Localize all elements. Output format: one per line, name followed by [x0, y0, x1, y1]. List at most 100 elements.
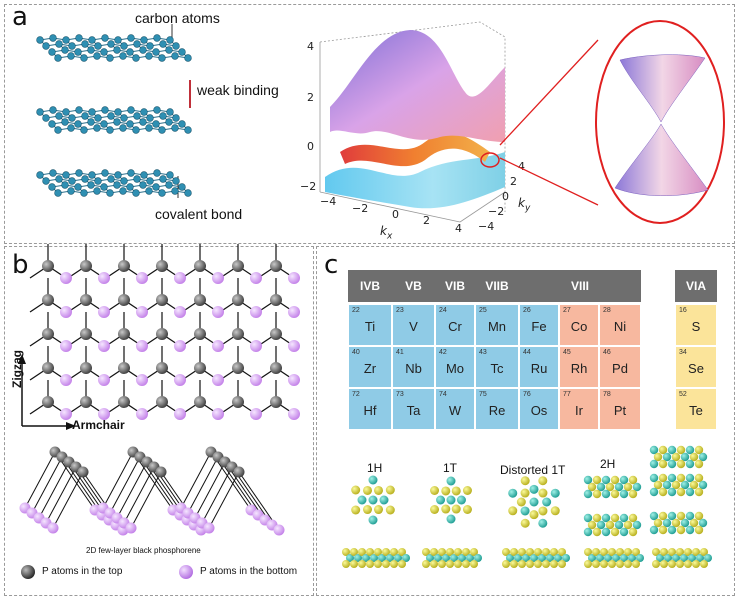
carbon-atom [132, 189, 140, 197]
metal-atom [667, 525, 677, 535]
phosphorus-atom-bottom [288, 340, 300, 352]
weak-binding-label: weak binding [197, 82, 279, 98]
chalcogen-atom [628, 475, 638, 485]
chalcogen-atom [624, 560, 632, 568]
phase-label-distorted-1t: Distorted 1T [500, 463, 566, 477]
chalcogen-atom [520, 518, 530, 528]
chalcogen-atom [430, 505, 440, 514]
metal-atom [562, 554, 570, 562]
chalcogen-atom [538, 476, 548, 486]
chalcogen-atom [694, 473, 704, 483]
carbon-atom [61, 46, 69, 54]
atomic-number: 25 [479, 307, 487, 314]
carbon-atom [42, 177, 50, 185]
atomic-number: 40 [352, 349, 360, 356]
chalcogen-atom [628, 489, 638, 499]
carbon-atom [120, 177, 128, 185]
chalcogen-atom [451, 504, 461, 514]
metal-atom [680, 518, 690, 528]
chalcogen-atom [623, 520, 633, 530]
carbon-atom [127, 169, 135, 177]
metal-atom [370, 554, 378, 562]
metal-atom [649, 459, 659, 469]
metal-atom [685, 511, 695, 521]
element-cell: 40 Zr [348, 346, 392, 388]
chalcogen-atom [623, 482, 633, 492]
chalcogen-atom [676, 560, 684, 568]
phosphorus-atom-bottom [136, 340, 148, 352]
phase-label-1h: 1H [367, 461, 383, 475]
phosphorus-atom-bottom [98, 340, 110, 352]
phosphorus-atom-bottom [174, 408, 186, 420]
carbon-atom [114, 36, 122, 44]
carbon-atom [159, 175, 167, 183]
z-tick-0: 0 [307, 140, 314, 153]
phosphorus-atom-top [232, 362, 244, 374]
chalcogen-atom [616, 560, 624, 568]
chalcogen-atom [526, 560, 534, 568]
phosphorus-atom-bottom [47, 522, 59, 534]
chalcogen-atom [438, 548, 446, 556]
carbon-atom [140, 171, 148, 179]
chalcogen-atom [658, 473, 668, 483]
carbon-atom [106, 189, 114, 197]
carbon-atom [68, 42, 76, 50]
metal-atom [685, 445, 695, 455]
panel-a [4, 4, 735, 244]
chalcogen-atom [350, 560, 358, 568]
chalcogen-atom [451, 486, 461, 496]
phosphorus-atom-bottom [212, 340, 224, 352]
group-header-vb: VB [392, 270, 435, 302]
phosphorus-atom-bottom [203, 522, 215, 534]
chalcogen-atom [694, 525, 704, 535]
element-symbol: Hf [363, 403, 377, 418]
chalcogen-atom [658, 511, 668, 521]
metal-atom [368, 495, 378, 505]
carbon-atom [61, 181, 69, 189]
phosphorus-atom-bottom [273, 524, 285, 536]
chalcogen-atom [542, 560, 550, 568]
atomic-number: 77 [563, 391, 571, 398]
phase-label-1t: 1T [443, 461, 458, 475]
metal-atom [402, 554, 410, 562]
metal-atom [386, 554, 394, 562]
metal-atom [596, 482, 606, 492]
carbon-atom [67, 52, 75, 60]
carbon-atom [114, 108, 122, 116]
chalcogen-atom [610, 527, 620, 537]
ky-tick-0: 0 [502, 190, 509, 203]
carbon-atom [166, 36, 174, 44]
carbon-atom [62, 108, 70, 116]
chalcogen-atom [605, 482, 615, 492]
chalcogen-atom [610, 513, 620, 523]
metal-atom [474, 554, 482, 562]
chalcogen-atom [600, 560, 608, 568]
chalcogen-atom [668, 548, 676, 556]
carbon-atom [159, 40, 167, 48]
chalcogen-atom [653, 452, 663, 462]
carbon-atom [74, 183, 82, 191]
metal-atom [346, 554, 354, 562]
metal-atom [649, 473, 659, 483]
carbon-atom [74, 48, 82, 56]
metal-atom [530, 554, 538, 562]
chalcogen-atom [676, 525, 686, 535]
chalcogen-atom [632, 560, 640, 568]
phosphorus-atom-top [42, 362, 54, 374]
carbon-atom [68, 177, 76, 185]
carbon-atom [42, 42, 50, 50]
carbon-atom [107, 40, 115, 48]
chalcogen-atom [342, 560, 350, 568]
panel-b [4, 246, 314, 596]
phosphorus-atom-bottom [288, 272, 300, 284]
metal-atom [696, 554, 704, 562]
legend-top-atom-icon [21, 565, 35, 579]
carbon-atom [145, 52, 153, 60]
metal-atom [680, 452, 690, 462]
element-cell: 74 W [435, 388, 475, 430]
chalcogen-atom [446, 548, 454, 556]
atomic-number: 43 [479, 349, 487, 356]
metal-atom [601, 489, 611, 499]
atomic-number: 52 [679, 391, 687, 398]
carbon-atom [139, 181, 147, 189]
